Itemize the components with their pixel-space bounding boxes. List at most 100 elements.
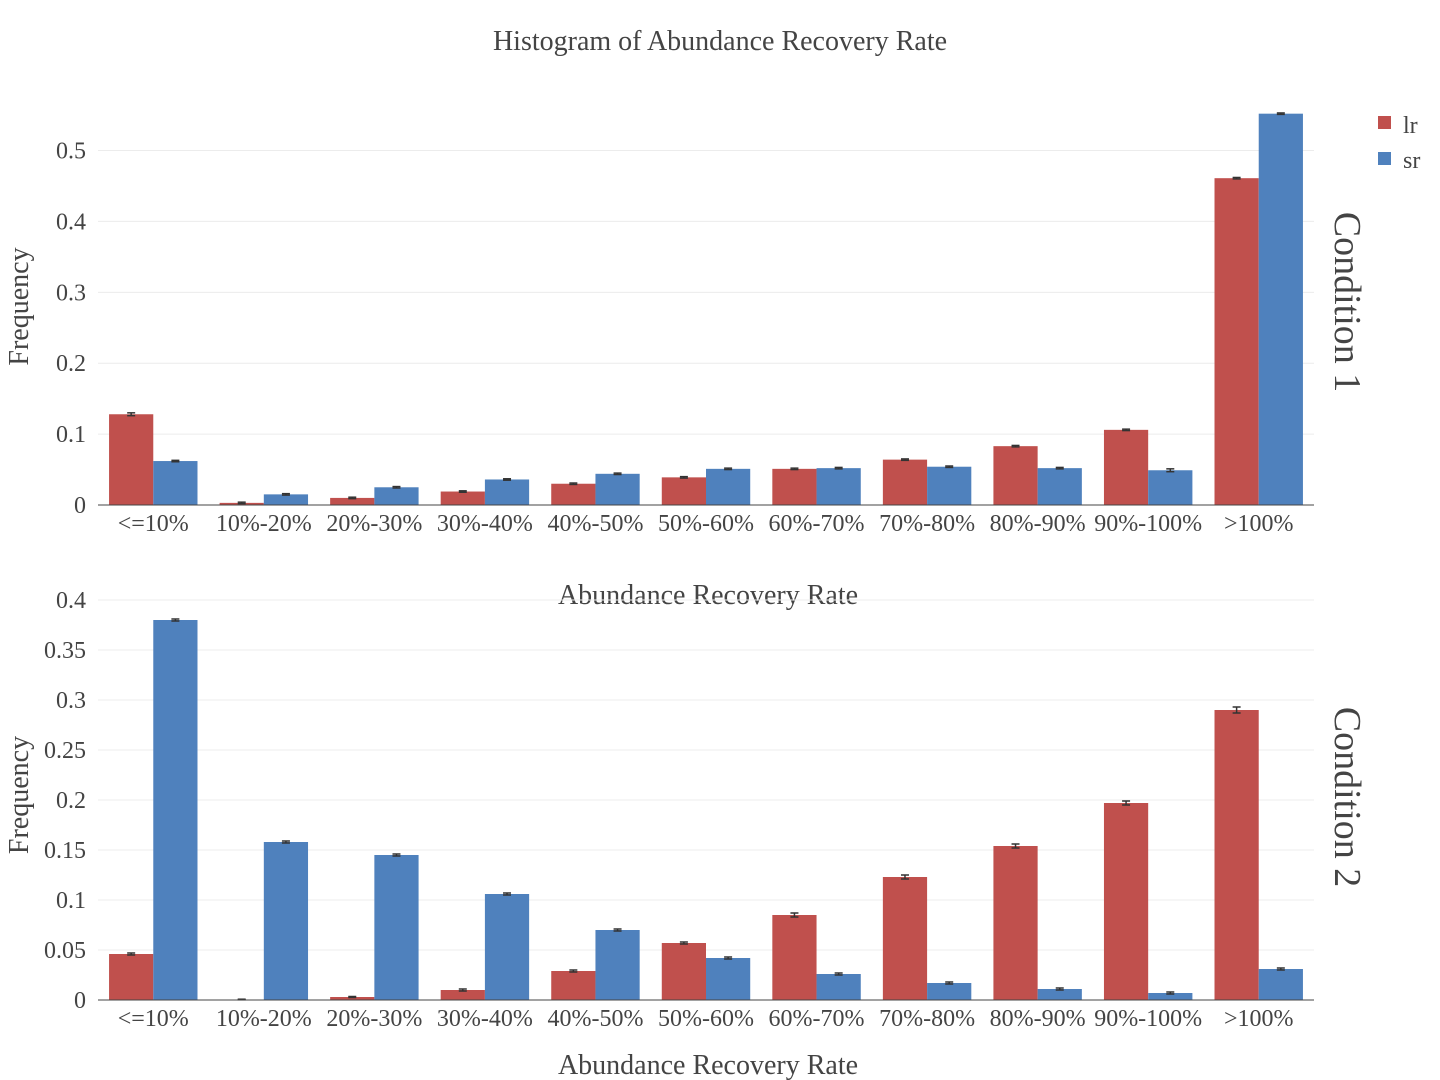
error-bar-sr-5 [724,467,733,471]
y-tick-label: 0.05 [44,938,86,964]
y-tick-label: 0.4 [56,209,86,235]
bar-sr-1[interactable] [263,494,309,505]
y-tick-label: 0.3 [56,280,86,306]
x-tick-label: 20%-30% [326,1006,422,1032]
bar-sr-9[interactable] [1148,470,1193,505]
bar-lr-10[interactable] [1214,710,1259,1000]
bar-sr-8[interactable] [1037,468,1082,505]
bar-lr-5[interactable] [661,943,706,1000]
error-bar-lr-10 [1232,176,1241,180]
bar-sr-3[interactable] [484,894,530,1000]
x-tick-label: 20%-30% [326,511,422,537]
bar-lr-3[interactable] [440,491,485,505]
bar-sr-5[interactable] [706,958,751,1000]
error-bar-sr-1 [281,492,290,496]
y-tick-label: 0.5 [56,139,86,165]
y-tick-label: 0.1 [56,888,86,914]
bar-sr-0[interactable] [153,620,198,1000]
panel-condition-1: 0 0.1 0.2 0.3 0.4 0.5 <=10% 10%-20% 20%-30% 30%-4… [4,112,1368,611]
error-bar-lr-2 [348,995,357,999]
x-tick-label: 60%-70% [769,1006,865,1032]
error-bar-lr-9 [1122,428,1131,432]
bar-sr-0[interactable] [153,461,198,505]
legend-label-sr: sr [1403,148,1420,174]
error-bar-sr-2 [392,485,401,489]
legend-swatch-lr [1378,116,1391,129]
bar-lr-0[interactable] [109,414,154,505]
bar-sr-2[interactable] [374,487,419,505]
error-bar-lr-3 [458,490,467,493]
error-bar-sr-4 [613,472,622,476]
x-tick-label: >100% [1224,1006,1294,1032]
x-tick-label: 30%-40% [437,511,533,537]
error-bar-sr-5 [724,956,733,960]
bar-sr-6[interactable] [816,468,861,505]
error-bar-lr-7 [900,874,909,880]
bar-sr-7[interactable] [927,983,972,1000]
bar-lr-0[interactable] [109,954,154,1000]
bar-lr-7[interactable] [882,459,928,505]
bar-lr-9[interactable] [1103,429,1149,505]
y-tick-label: 0.2 [56,788,86,814]
error-bar-lr-1 [237,501,246,505]
x-tick-label: 80%-90% [990,511,1086,537]
error-bar-sr-7 [945,981,954,985]
x-tick-label: >100% [1224,511,1294,537]
bar-sr-5[interactable] [706,468,751,505]
bar-lr-4[interactable] [551,971,596,1000]
x-tick-label: 80%-90% [990,1006,1086,1032]
x-tick-label: 70%-80% [879,511,975,537]
bar-lr-2[interactable] [330,997,375,1000]
bar-lr-8[interactable] [993,846,1038,1000]
bar-lr-3[interactable] [440,990,485,1000]
bar-lr-6[interactable] [772,468,817,505]
error-bar-sr-9 [1166,468,1175,473]
legend-item-sr[interactable]: sr [1378,148,1420,174]
error-bar-lr-4 [569,969,578,973]
error-bar-sr-10 [1276,967,1285,971]
x-tick-label: 10%-20% [216,511,312,537]
error-bar-lr-2 [348,496,357,500]
error-bar-lr-0 [127,952,136,956]
bar-sr-1[interactable] [263,842,309,1000]
bar-sr-10[interactable] [1258,113,1303,506]
bar-sr-7[interactable] [927,466,972,505]
y-tick-label: 0.2 [56,351,86,377]
error-bar-lr-0 [127,412,136,417]
bar-sr-4[interactable] [595,473,640,505]
bar-sr-6[interactable] [816,974,861,1000]
bar-lr-2[interactable] [330,497,375,505]
bar-lr-9[interactable] [1103,803,1149,1000]
bar-lr-7[interactable] [882,877,928,1000]
error-bar-lr-7 [900,458,909,462]
y-axis-title: Frequency [4,247,35,365]
bar-sr-8[interactable] [1037,989,1082,1000]
error-bar-lr-8 [1011,444,1020,448]
bar-sr-9[interactable] [1148,993,1193,1000]
bar-sr-4[interactable] [595,930,640,1000]
error-bar-lr-3 [458,988,467,992]
x-tick-label: 40%-50% [547,1006,643,1032]
bar-sr-10[interactable] [1258,969,1303,1000]
y-axis-title: Frequency [4,736,35,854]
bar-lr-4[interactable] [551,483,596,505]
error-bar-sr-4 [613,928,622,932]
x-tick-label: 90%-100% [1094,1006,1202,1032]
error-bar-lr-5 [679,941,688,945]
error-bar-sr-8 [1055,987,1064,991]
bar-sr-2[interactable] [374,855,419,1000]
legend-item-lr[interactable]: lr [1378,113,1418,139]
facet-label: Condition 1 [1326,212,1368,393]
bar-sr-3[interactable] [484,479,530,505]
x-tick-label: 70%-80% [879,1006,975,1032]
panel-condition-2: 0 0.05 0.1 0.15 0.2 0.25 0.3 0.35 0.4 <=10% 10%-20… [4,588,1368,1080]
bar-lr-5[interactable] [661,477,706,505]
bar-lr-6[interactable] [772,915,817,1000]
chart-title: Histogram of Abundance Recovery Rate [493,26,947,57]
x-tick-label: 90%-100% [1094,511,1202,537]
y-tick-label: 0.4 [56,588,86,614]
x-tick-label: 30%-40% [437,1006,533,1032]
bar-lr-10[interactable] [1214,178,1259,505]
bar-lr-8[interactable] [993,446,1038,505]
